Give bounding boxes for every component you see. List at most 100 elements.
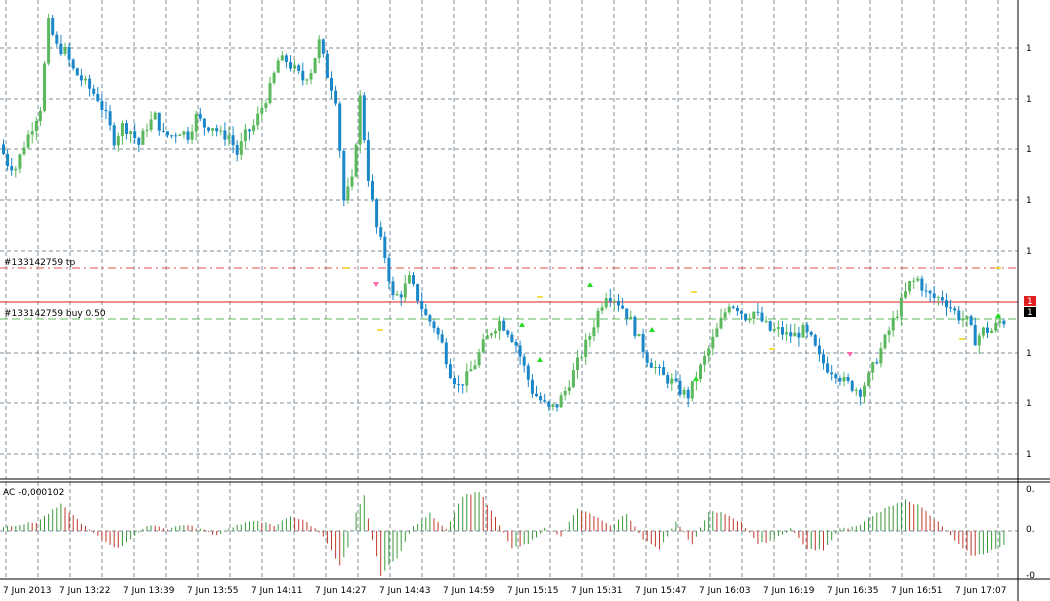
candle-body <box>584 339 588 357</box>
candle-body <box>248 129 251 132</box>
candle-body <box>166 131 169 136</box>
candle-body <box>473 365 477 370</box>
candle-body <box>276 60 280 73</box>
candle-body <box>530 379 534 394</box>
candle-body <box>342 150 346 201</box>
candle-body <box>846 376 850 381</box>
candle-body <box>2 144 5 154</box>
time-tick-label: 7 Jun 16:03 <box>699 586 750 596</box>
candle-body <box>588 336 592 340</box>
candle-body <box>871 362 875 373</box>
candle-body <box>149 119 153 130</box>
candle-body <box>215 128 219 132</box>
candle-body <box>986 327 989 333</box>
candle-body <box>772 328 776 331</box>
candle-body <box>506 330 510 335</box>
candle-body <box>518 345 522 357</box>
candle-body <box>75 68 79 76</box>
candle-body <box>838 378 842 382</box>
candle-body <box>178 134 182 137</box>
candle-body <box>330 77 333 91</box>
candle-body <box>494 331 497 334</box>
time-tick-label: 7 Jun 14:27 <box>315 586 366 596</box>
candle-body <box>457 384 461 386</box>
candle-body <box>576 357 579 371</box>
candle-body <box>830 372 834 375</box>
time-tick-label: 7 Jun 15:31 <box>571 586 622 596</box>
candle-body <box>949 307 953 309</box>
candle-body <box>744 313 748 321</box>
candle-body <box>703 356 707 365</box>
candle-body <box>998 320 1002 323</box>
candle-body <box>727 306 731 313</box>
price-tag-red-text: 1 <box>1027 297 1033 307</box>
buy-order-label: #133142759 buy 0.50 <box>4 309 106 319</box>
candle-body <box>899 297 903 317</box>
candle-body <box>395 294 399 296</box>
candle-body <box>10 166 14 171</box>
candle-body <box>305 79 309 81</box>
candle-body <box>596 310 600 328</box>
ac-histogram <box>3 492 1005 577</box>
candle-body <box>227 135 231 140</box>
candle-body <box>79 75 83 81</box>
candle-body <box>1002 320 1006 325</box>
candle-body <box>92 88 96 94</box>
ac-indicator-label: AC -0,000102 <box>3 488 64 498</box>
candle-body <box>235 144 239 155</box>
candle-body <box>498 320 502 332</box>
time-tick-label: 7 Jun 17:07 <box>955 586 1006 596</box>
candle-body <box>682 389 686 395</box>
arrow-up-icon <box>649 327 655 332</box>
candle-body <box>543 400 547 402</box>
candle-body <box>465 371 469 386</box>
candle-body <box>383 236 387 259</box>
arrow-up-icon <box>537 357 543 362</box>
candle-body <box>202 118 206 128</box>
main-panel-grid <box>0 0 1018 479</box>
candle-body <box>912 280 916 282</box>
candle-body <box>813 334 817 346</box>
candle-body <box>448 364 452 379</box>
price-axis: 1 1 1 1 1 1 1 1 <box>1026 44 1032 460</box>
candle-body <box>842 376 846 382</box>
candle-body <box>961 319 965 321</box>
candle-body <box>489 333 493 336</box>
candle-body <box>969 316 973 325</box>
candle-body <box>125 123 128 134</box>
candle-body <box>161 130 165 132</box>
candle-body <box>112 125 116 146</box>
price-tag-black: 1 <box>1024 307 1036 318</box>
ac-axis-label: -0 <box>1026 571 1035 581</box>
time-tick-label: 7 Jun 16:19 <box>763 586 815 596</box>
price-axis-label: 1 <box>1026 247 1032 257</box>
candle-body <box>108 111 112 126</box>
candle-body <box>420 300 424 310</box>
time-tick-label: 7 Jun 13:22 <box>59 586 110 596</box>
arrow-up-icon <box>693 376 699 381</box>
candle-body <box>670 378 674 384</box>
candle-body <box>678 380 682 395</box>
candle-body <box>366 140 370 182</box>
candle-body <box>805 324 809 332</box>
candle-body <box>30 131 34 135</box>
arrow-up-icon <box>519 322 525 327</box>
candle-body <box>887 330 891 335</box>
time-tick-label: 7 Jun 16:35 <box>827 586 878 596</box>
candle-body <box>84 78 87 81</box>
candle-body <box>612 300 616 302</box>
order-lines <box>0 267 1018 320</box>
candle-body <box>621 305 625 309</box>
time-tick-label: 7 Jun 14:11 <box>251 586 302 596</box>
candle-body <box>510 334 514 342</box>
candle-body <box>59 43 63 55</box>
candle-body <box>264 103 268 108</box>
candle-body <box>301 70 305 81</box>
candle-body <box>756 311 760 313</box>
candle-body <box>686 389 690 399</box>
candle-body <box>760 312 764 322</box>
time-tick-label: 7 Jun 14:43 <box>379 586 430 596</box>
candle-body <box>198 113 202 119</box>
candle-body <box>875 362 879 364</box>
candle-body <box>953 308 957 311</box>
